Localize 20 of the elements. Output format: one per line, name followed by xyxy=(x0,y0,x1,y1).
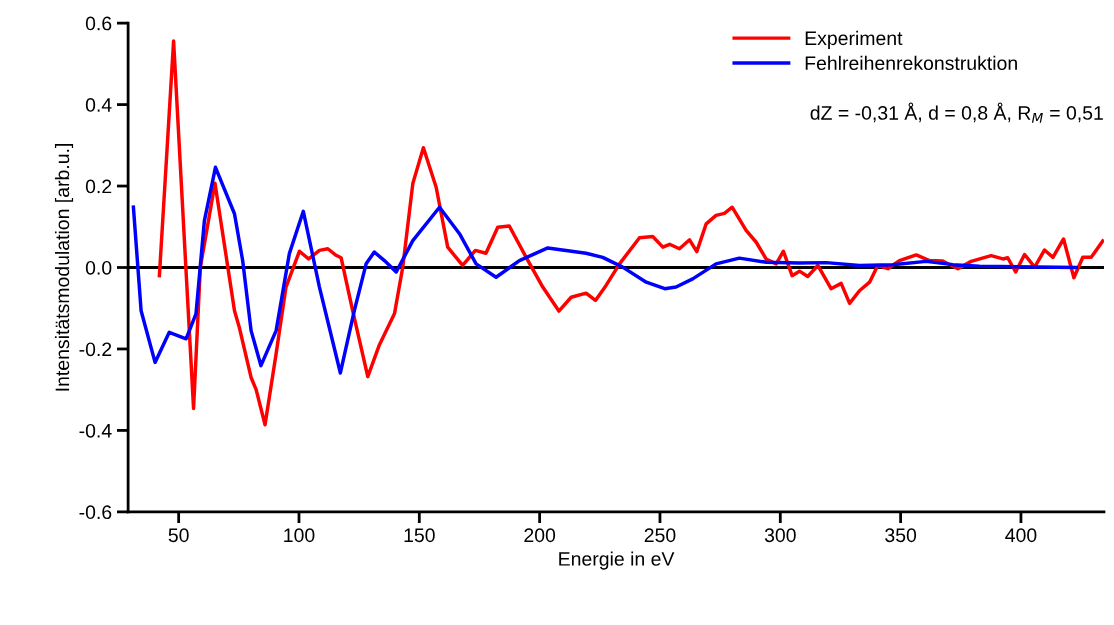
y-tick-label: -0.4 xyxy=(79,423,112,438)
x-tick-label: 100 xyxy=(284,528,315,543)
legend-label: Fehlreihenrekonstruktion xyxy=(805,55,1017,71)
legend-label: Experiment xyxy=(805,30,903,49)
y-tick-label: -0.2 xyxy=(79,342,112,357)
x-tick-label: 150 xyxy=(404,528,435,543)
y-tick-label: 0.2 xyxy=(85,179,112,194)
annotation: dZ = -0,31 Å, d = 0,8 Å, R$_{M}$ = 0,51 xyxy=(810,102,1103,123)
x-tick-label: 250 xyxy=(644,528,676,543)
y-tick-label: -0.6 xyxy=(79,505,112,520)
y-tick-label: 0.0 xyxy=(85,260,112,275)
x-tick-label: 200 xyxy=(524,528,556,543)
x-axis-title: Energie in eV xyxy=(559,551,675,570)
x-tick-label: 350 xyxy=(885,528,917,543)
y-tick-label: 0.6 xyxy=(85,16,112,31)
x-tick-label: 50 xyxy=(168,528,189,543)
y-axis-title: Intensitätsmodulation [arb.u.] xyxy=(54,144,74,391)
x-tick-label: 400 xyxy=(1005,528,1037,543)
y-tick-label: 0.4 xyxy=(85,98,112,112)
x-tick-label: 300 xyxy=(764,528,796,543)
